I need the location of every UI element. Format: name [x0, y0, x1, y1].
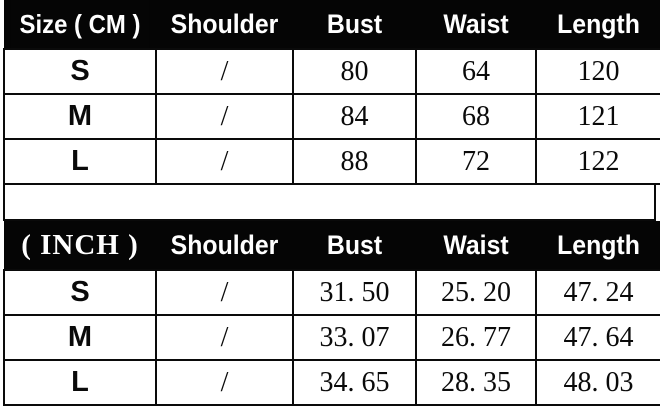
cm-row-2-size: L — [3, 138, 157, 185]
cm-row-2-shoulder: / — [155, 138, 294, 185]
inch-row-2-size: L — [3, 359, 157, 406]
table-row: M / 84 68 121 — [3, 93, 660, 140]
inch-row-1-bust: 33. 07 — [292, 314, 417, 361]
cm-row-2-bust: 88 — [292, 138, 417, 185]
inch-row-0-size: S — [3, 269, 157, 316]
table-row: S / 80 64 120 — [3, 48, 660, 95]
inch-header-shoulder: Shoulder — [161, 221, 288, 270]
inch-header-bust: Bust — [297, 221, 412, 270]
inch-header-length: Length — [541, 221, 656, 270]
cm-row-0-length: 120 — [535, 48, 660, 95]
cm-row-1-bust: 84 — [292, 93, 417, 140]
inch-row-1-length: 47. 64 — [535, 314, 660, 361]
cm-row-2-length: 122 — [535, 138, 660, 185]
cm-row-0-size: S — [3, 48, 157, 95]
cm-row-0-bust: 80 — [292, 48, 417, 95]
inch-row-0-waist: 25. 20 — [415, 269, 537, 316]
cm-row-1-length: 121 — [535, 93, 660, 140]
table-separator-band — [3, 185, 656, 221]
inch-header-waist: Waist — [420, 221, 532, 270]
table-row: M / 33. 07 26. 77 47. 64 — [3, 314, 660, 361]
inch-row-1-waist: 26. 77 — [415, 314, 537, 361]
inch-row-2-shoulder: / — [155, 359, 294, 406]
cm-row-2-waist: 72 — [415, 138, 537, 185]
size-chart-sheet: Size ( CM ) Shoulder Bust Waist Length S… — [3, 0, 660, 406]
cm-header-size: Size ( CM ) — [10, 0, 150, 49]
bottom-margin — [0, 406, 660, 413]
cm-row-0-shoulder: / — [155, 48, 294, 95]
table-row: L / 88 72 122 — [3, 138, 660, 185]
cm-header-bust: Bust — [297, 0, 412, 49]
inch-row-1-shoulder: / — [155, 314, 294, 361]
cm-row-0-waist: 64 — [415, 48, 537, 95]
inch-row-2-waist: 28. 35 — [415, 359, 537, 406]
size-chart-cm-table: Size ( CM ) Shoulder Bust Waist Length S… — [3, 0, 660, 185]
cm-header-shoulder: Shoulder — [161, 0, 288, 49]
table-row: S / 31. 50 25. 20 47. 24 — [3, 269, 660, 316]
inch-row-0-shoulder: / — [155, 269, 294, 316]
cm-header-row: Size ( CM ) Shoulder Bust Waist Length — [4, 0, 660, 49]
inch-row-2-bust: 34. 65 — [292, 359, 417, 406]
inch-header-row: ( INCH ) Shoulder Bust Waist Length — [4, 221, 660, 270]
inch-header-size: ( INCH ) — [4, 221, 156, 270]
inch-row-1-size: M — [3, 314, 157, 361]
cm-header-length: Length — [541, 0, 656, 49]
cm-row-1-size: M — [3, 93, 157, 140]
cm-row-1-shoulder: / — [155, 93, 294, 140]
inch-row-0-bust: 31. 50 — [292, 269, 417, 316]
cm-row-1-waist: 68 — [415, 93, 537, 140]
inch-row-0-length: 47. 24 — [535, 269, 660, 316]
size-chart-inch-table: ( INCH ) Shoulder Bust Waist Length S / … — [3, 221, 660, 406]
table-row: L / 34. 65 28. 35 48. 03 — [3, 359, 660, 406]
inch-row-2-length: 48. 03 — [535, 359, 660, 406]
cm-header-waist: Waist — [420, 0, 532, 49]
